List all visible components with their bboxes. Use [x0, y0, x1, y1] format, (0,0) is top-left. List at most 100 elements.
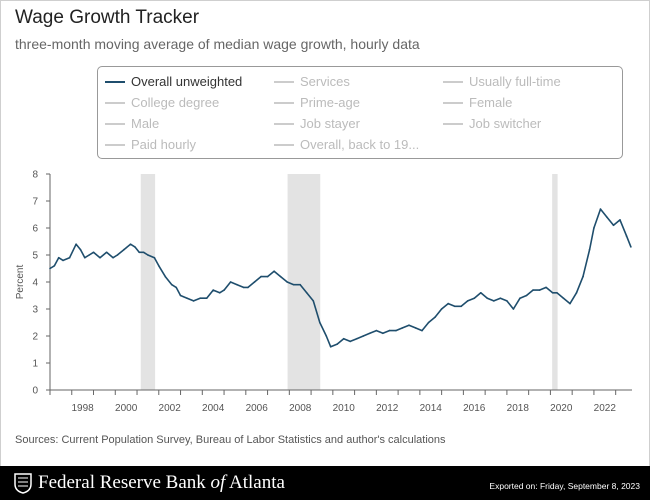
data-point [134, 246, 136, 248]
footer-bar: Federal Reserve Bank of Atlanta Exported… [0, 466, 650, 500]
data-point [551, 292, 554, 294]
legend-label: Overall, back to 19... [300, 137, 420, 152]
data-point [421, 329, 423, 332]
data-point [575, 292, 578, 294]
y-tick-label: 0 [32, 386, 38, 397]
legend-item-overall-unweighted[interactable]: Overall unweighted [105, 74, 242, 89]
y-tick-label: 7 [32, 197, 38, 208]
data-point [395, 329, 397, 332]
data-point [382, 332, 384, 335]
data-point [538, 289, 541, 291]
eagle-logo-icon [14, 473, 32, 494]
legend-item-overall-back-to-19[interactable]: Overall, back to 19... [274, 137, 419, 152]
data-point [453, 305, 456, 308]
data-point [212, 289, 214, 291]
data-point [349, 340, 352, 343]
data-point [253, 281, 256, 283]
data-point [260, 275, 262, 278]
data-point [582, 275, 584, 278]
legend-item-services[interactable]: Services [274, 74, 350, 89]
legend-item-job-stayer[interactable]: Job stayer [274, 116, 360, 131]
legend-item-female[interactable]: Female [443, 95, 512, 110]
data-point [369, 332, 371, 335]
data-point [434, 316, 436, 318]
data-point [153, 256, 156, 259]
x-tick-label: 2018 [507, 403, 530, 414]
data-point [606, 216, 608, 218]
data-point [175, 286, 177, 289]
data-point [199, 297, 201, 300]
legend-swatch [105, 122, 125, 125]
legend-label: Job switcher [469, 116, 542, 131]
data-point [499, 297, 502, 300]
data-point [619, 219, 621, 221]
legend-label: Services [300, 74, 350, 89]
legend-swatch [105, 143, 125, 146]
recession-band [552, 174, 558, 390]
legend-label: Paid hourly [131, 137, 197, 152]
legend-swatch [274, 143, 294, 146]
data-point [62, 259, 64, 262]
data-point [179, 294, 182, 297]
legend-item-job-switcher[interactable]: Job switcher [443, 116, 541, 131]
chart-subtitle: three-month moving average of median wag… [15, 36, 420, 52]
x-tick-label: 2014 [420, 403, 443, 414]
data-point [157, 265, 160, 267]
legend-swatch [443, 122, 463, 125]
legend-label: Overall unweighted [131, 74, 243, 89]
brand-prefix: Federal Reserve Bank [38, 472, 211, 493]
data-point [460, 305, 463, 308]
data-point [599, 208, 602, 210]
legend-item-usually-full-time[interactable]: Usually full-time [443, 74, 561, 89]
y-tick-label: 8 [32, 170, 38, 181]
data-point [79, 248, 82, 251]
data-point [562, 297, 565, 300]
data-point [593, 227, 595, 229]
series-line-overall-unweighted [49, 208, 632, 348]
legend-swatch [274, 80, 294, 83]
data-point [236, 283, 238, 286]
data-point [273, 270, 275, 273]
legend-swatch [105, 80, 125, 83]
data-point [625, 235, 628, 237]
data-point [112, 256, 114, 259]
legend-swatch [443, 101, 463, 104]
brand-suffix: Atlanta [225, 472, 285, 493]
data-point [142, 251, 145, 254]
data-point [105, 251, 108, 254]
y-tick-label: 2 [32, 332, 38, 343]
data-point [138, 251, 141, 254]
x-tick-label: 2022 [594, 403, 617, 414]
data-point [171, 283, 173, 286]
data-point [229, 281, 232, 283]
data-point [329, 346, 332, 348]
x-tick-label: 2008 [289, 403, 312, 414]
data-point [525, 294, 528, 297]
legend-label: Job stayer [300, 116, 360, 131]
data-point [68, 256, 71, 259]
data-point [506, 300, 508, 302]
x-tick-label: 2004 [202, 403, 225, 414]
data-point [342, 337, 345, 340]
data-point [545, 286, 547, 289]
data-point [299, 283, 302, 286]
data-point [569, 302, 571, 305]
data-point [336, 343, 338, 345]
data-point [223, 289, 225, 291]
data-point [49, 267, 51, 270]
x-tick-label: 2002 [159, 403, 182, 414]
legend-item-college-degree[interactable]: College degree [105, 95, 219, 110]
data-point [519, 297, 521, 300]
legend-item-paid-hourly[interactable]: Paid hourly [105, 137, 196, 152]
data-point [186, 297, 188, 300]
data-point [493, 300, 495, 302]
data-point [116, 254, 119, 256]
data-point [92, 251, 95, 254]
data-point [532, 289, 534, 291]
data-point [242, 286, 245, 289]
legend-item-prime-age[interactable]: Prime-age [274, 95, 360, 110]
y-tick-label: 1 [32, 359, 38, 370]
x-tick-label: 1998 [72, 403, 95, 414]
data-point [479, 292, 482, 294]
legend-item-male[interactable]: Male [105, 116, 159, 131]
